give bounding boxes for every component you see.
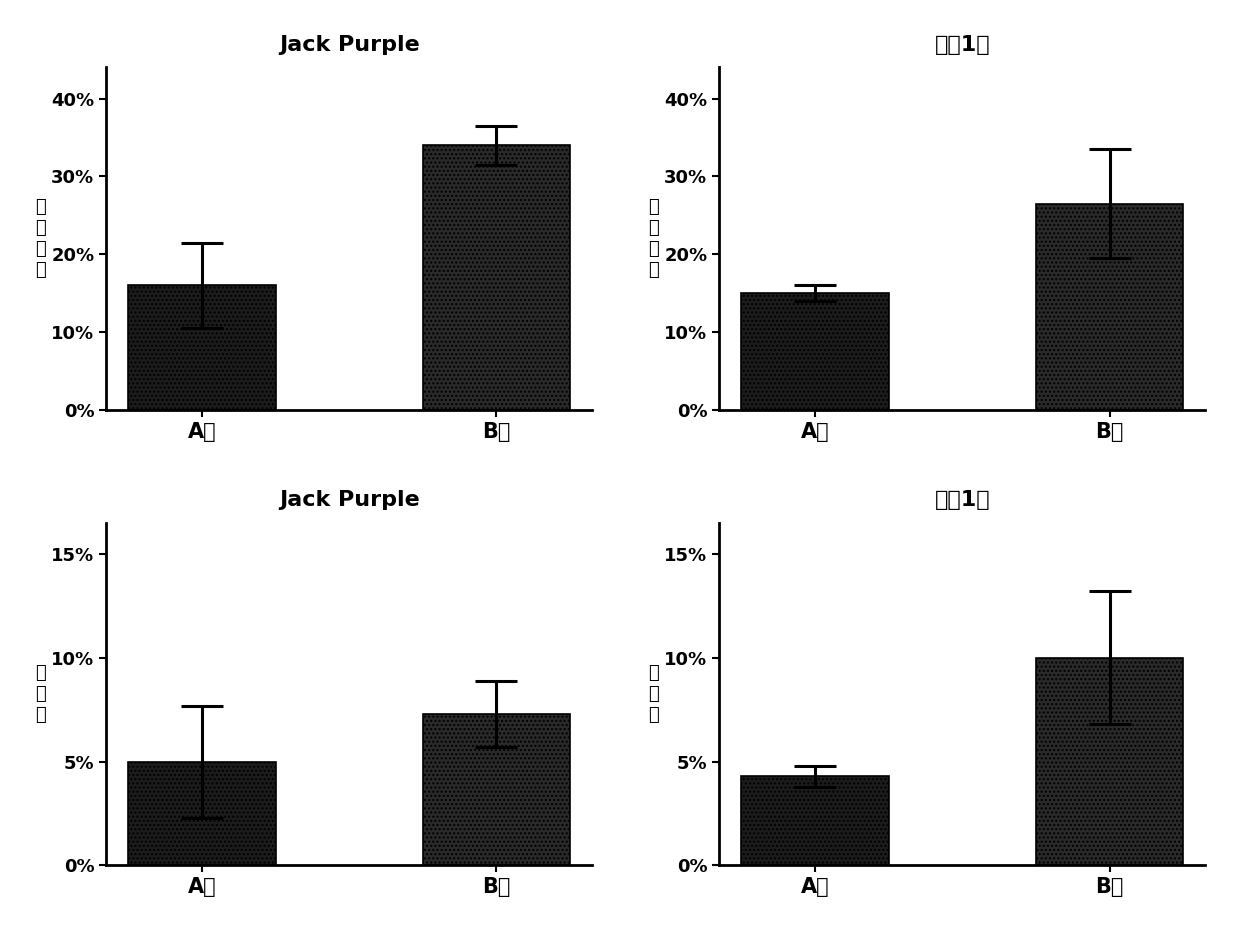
- Title: 天隔1号: 天隔1号: [935, 34, 990, 55]
- Bar: [1035, 203, 1183, 410]
- Y-axis label: 芽
伸
长
率: 芽 伸 长 率: [647, 199, 658, 279]
- Y-axis label: 转
化
率: 转 化 率: [35, 665, 46, 724]
- Bar: [128, 761, 275, 866]
- Title: Jack Purple: Jack Purple: [279, 34, 419, 55]
- Bar: [742, 294, 889, 410]
- Bar: [1035, 658, 1183, 866]
- Bar: [423, 145, 570, 410]
- Bar: [128, 285, 275, 410]
- Y-axis label: 转
化
率: 转 化 率: [647, 665, 658, 724]
- Bar: [423, 714, 570, 866]
- Y-axis label: 芽
伸
长
率: 芽 伸 长 率: [35, 199, 46, 279]
- Title: Jack Purple: Jack Purple: [279, 490, 419, 511]
- Bar: [742, 776, 889, 866]
- Title: 天隔1号: 天隔1号: [935, 490, 990, 511]
